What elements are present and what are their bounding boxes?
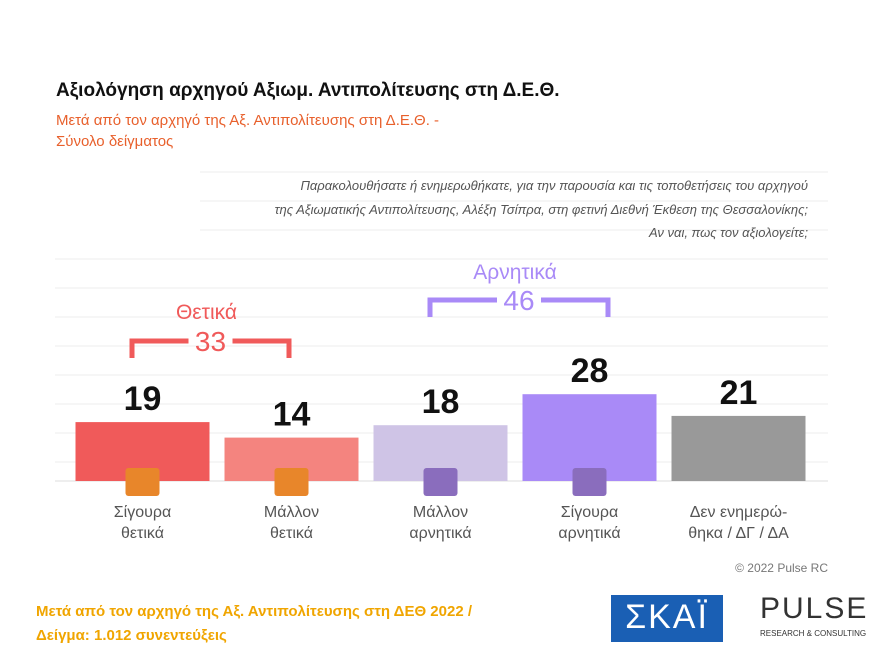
x-tick-label: Σίγουρα αρνητικά: [558, 504, 621, 542]
pulse-logo: PULSE: [760, 592, 869, 625]
group-bracket: [427, 297, 611, 317]
value-label: 28: [571, 352, 609, 390]
group-value: 46: [503, 285, 534, 316]
icon: [125, 468, 160, 496]
x-tick-label: Δεν ενημερώ- θηκα / ΔΓ / ΔΑ: [688, 504, 789, 542]
group-bracket: [129, 338, 292, 358]
chart-title: Αξιολόγηση αρχηγού Αξιωμ. Αντιπολίτευσης…: [56, 80, 560, 101]
pulse-logo-sub: RESEARCH & CONSULTING: [760, 629, 867, 638]
bar: [671, 415, 806, 481]
x-tick-label: Μάλλον αρνητικά: [409, 504, 472, 542]
subtitle: Μετά από τον αρχηγό της Αξ. Αντιπολίτευσ…: [56, 112, 440, 150]
group-name: Αρνητικά: [473, 261, 556, 284]
group-value: 33: [195, 326, 226, 357]
value-label: 14: [273, 396, 311, 434]
copyright: © 2022 Pulse RC: [735, 561, 828, 575]
x-tick-label: Μάλλον θετικά: [263, 504, 320, 542]
value-label: 21: [720, 374, 758, 412]
x-tick-label: Σίγουρα θετικά: [113, 504, 172, 542]
group-name: Θετικά: [176, 301, 237, 324]
value-label: 19: [124, 380, 162, 418]
footnote: Μετά από τον αρχηγό της Αξ. Αντιπολίτευσ…: [36, 603, 473, 644]
icon: [572, 468, 607, 496]
icon: [274, 468, 309, 496]
skai-logo: ΣΚΑΪ: [625, 598, 709, 636]
question: Παρακολουθήσατε ή ενημερωθήκατε, για την…: [274, 178, 808, 240]
bar: [522, 394, 657, 481]
skai-logo-box: [611, 595, 723, 642]
icon: [423, 468, 458, 496]
value-label: 18: [422, 383, 460, 421]
